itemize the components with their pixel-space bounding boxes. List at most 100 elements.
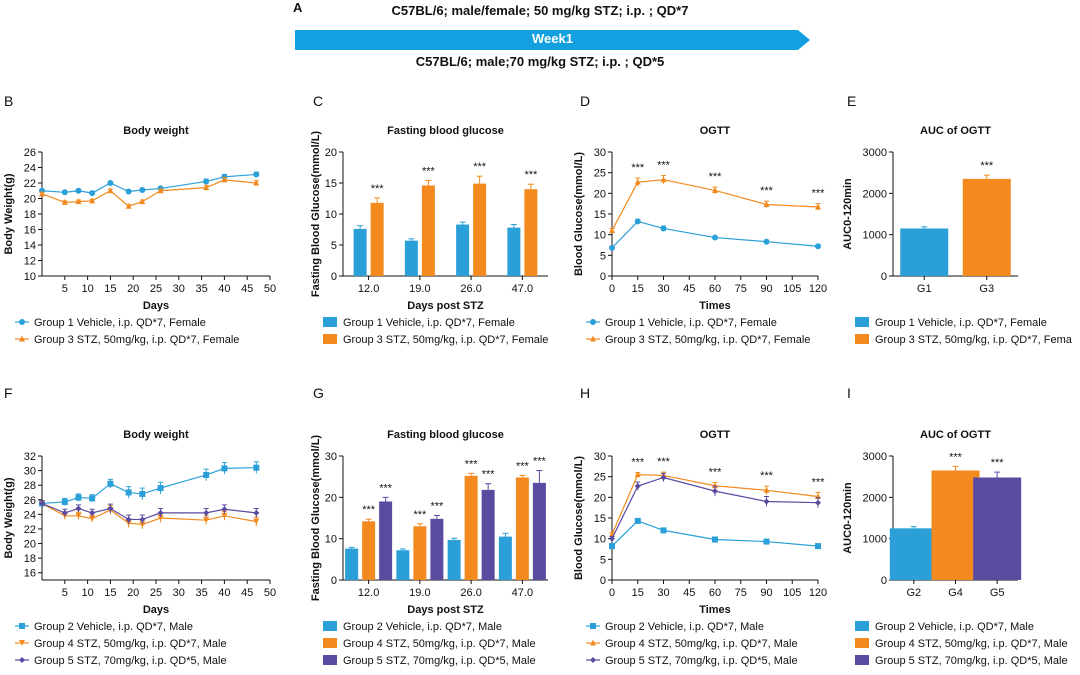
data-point-H-1 xyxy=(712,482,718,489)
x-tick-label-F: 40 xyxy=(218,587,230,599)
data-point-F-2 xyxy=(75,505,82,512)
chart-title-E: AUC of OGTT xyxy=(920,125,991,137)
chart-title-H: OGTT xyxy=(700,429,731,441)
x-tick-label-D: 105 xyxy=(783,283,801,295)
data-point-H-2 xyxy=(815,499,821,506)
y-tick-label-D: 15 xyxy=(594,209,606,221)
data-point-H-0 xyxy=(634,517,641,524)
x-tick-label-F: 30 xyxy=(173,587,185,599)
legend-label-E-0: Group 1 Vehicle, i.p. QD*7, Female xyxy=(875,317,1047,329)
y-tick-label-F: 26 xyxy=(24,495,36,507)
significance-label-G: *** xyxy=(482,469,496,481)
data-point-B-0 xyxy=(203,178,210,185)
y-tick-label-H: 30 xyxy=(594,451,606,463)
legend-marker-F-0-marker xyxy=(19,623,25,629)
x-tick-label-G: 19.0 xyxy=(409,587,430,599)
y-tick-label-B: 10 xyxy=(24,271,36,283)
data-point-B-0 xyxy=(75,187,82,194)
x-tick-label-H: 15 xyxy=(632,587,644,599)
x-tick-label-H: 75 xyxy=(735,587,747,599)
y-tick-label-B: 14 xyxy=(24,240,36,252)
legend-label-G-2: Group 5 STZ, 70mg/kg, i.p. QD*5, Male xyxy=(343,655,536,667)
x-tick-label-F: 10 xyxy=(81,587,93,599)
significance-label-C: *** xyxy=(422,166,436,178)
y-tick-label-E: 0 xyxy=(881,271,887,283)
x-tick-label-F: 20 xyxy=(127,587,139,599)
panel-label-H: H xyxy=(580,385,590,401)
y-tick-label-D: 25 xyxy=(594,168,606,180)
data-point-B-1 xyxy=(125,202,132,209)
x-tick-label-I: G5 xyxy=(990,587,1005,599)
significance-label-G: *** xyxy=(379,482,393,494)
data-point-D-1 xyxy=(763,200,770,207)
data-point-D-0 xyxy=(763,238,770,245)
y-tick-label-G: 10 xyxy=(325,534,337,546)
data-point-B-1 xyxy=(157,187,164,194)
data-point-D-1 xyxy=(660,176,667,183)
data-point-H-2 xyxy=(634,483,641,490)
data-point-B-1 xyxy=(139,198,146,205)
y-tick-label-E: 1000 xyxy=(863,230,887,242)
y-tick-label-D: 5 xyxy=(600,250,606,262)
y-axis-label-G: Fasting Blood Glucose(mmol/L) xyxy=(310,435,322,602)
x-tick-label-D: 120 xyxy=(809,283,827,295)
y-tick-label-I: 2000 xyxy=(863,492,887,504)
x-tick-label-D: 0 xyxy=(609,283,615,295)
y-tick-label-C: 5 xyxy=(331,240,337,252)
bar-C-0-3 xyxy=(507,227,521,276)
significance-label-I: *** xyxy=(991,457,1005,469)
bar-I-0-2 xyxy=(973,477,1022,580)
legend-label-C-1: Group 3 STZ, 50mg/kg, i.p. QD*7, Female xyxy=(343,334,548,346)
y-tick-label-C: 0 xyxy=(331,271,337,283)
legend-swatch-G-1 xyxy=(323,638,337,648)
x-tick-label-F: 45 xyxy=(241,587,253,599)
data-point-B-1 xyxy=(253,179,260,186)
x-tick-label-B: 35 xyxy=(195,283,207,295)
y-tick-label-F: 30 xyxy=(24,466,36,478)
data-point-F-2 xyxy=(139,516,146,523)
legend-label-G-1: Group 4 STZ, 50mg/kg, i.p. QD*7, Male xyxy=(343,638,536,650)
legend-label-H-0: Group 2 Vehicle, i.p. QD*7, Male xyxy=(605,621,764,633)
x-axis-label-G: Days post STZ xyxy=(407,604,484,616)
data-point-F-1 xyxy=(157,515,164,521)
data-point-D-1 xyxy=(609,227,615,234)
x-tick-label-D: 90 xyxy=(760,283,772,295)
series-line-D-1 xyxy=(611,179,819,231)
x-tick-label-G: 26.0 xyxy=(460,587,481,599)
x-tick-label-C: 26.0 xyxy=(460,283,481,295)
x-tick-label-G: 12.0 xyxy=(358,587,379,599)
data-point-F-0 xyxy=(125,489,132,496)
y-tick-label-E: 3000 xyxy=(863,147,887,159)
x-tick-label-C: 19.0 xyxy=(409,283,430,295)
y-tick-label-B: 24 xyxy=(24,163,36,175)
x-axis-label-F: Days xyxy=(143,604,169,616)
x-tick-label-E: G1 xyxy=(917,283,932,295)
legend-label-D-0: Group 1 Vehicle, i.p. QD*7, Female xyxy=(605,317,777,329)
x-tick-label-F: 15 xyxy=(104,587,116,599)
bar-I-0-1 xyxy=(931,470,980,580)
legend-swatch-I-0 xyxy=(855,621,869,631)
data-point-F-1 xyxy=(139,521,146,528)
panel-label-B: B xyxy=(4,93,13,109)
panel-label-E: E xyxy=(847,93,856,109)
x-tick-label-G: 47.0 xyxy=(512,587,533,599)
legend-label-I-0: Group 2 Vehicle, i.p. QD*7, Male xyxy=(875,621,1034,633)
bar-G-2-3 xyxy=(532,482,546,580)
data-point-F-0 xyxy=(253,464,260,471)
week-banner: Week1 xyxy=(295,30,810,50)
x-tick-label-F: 35 xyxy=(195,587,207,599)
data-point-F-1 xyxy=(203,517,210,524)
legend-label-F-0: Group 2 Vehicle, i.p. QD*7, Male xyxy=(34,621,193,633)
data-point-B-1 xyxy=(203,184,210,191)
data-point-B-1 xyxy=(39,190,45,197)
y-tick-label-H: 5 xyxy=(600,554,606,566)
y-tick-label-I: 0 xyxy=(881,575,887,587)
bar-G-1-3 xyxy=(515,477,529,580)
significance-label-H: *** xyxy=(631,457,645,469)
y-tick-label-B: 18 xyxy=(24,209,36,221)
bar-C-1-2 xyxy=(473,183,487,276)
data-point-F-0 xyxy=(139,490,146,497)
data-point-H-1 xyxy=(763,486,770,493)
significance-label-G: *** xyxy=(430,501,444,513)
y-tick-label-D: 10 xyxy=(594,230,606,242)
